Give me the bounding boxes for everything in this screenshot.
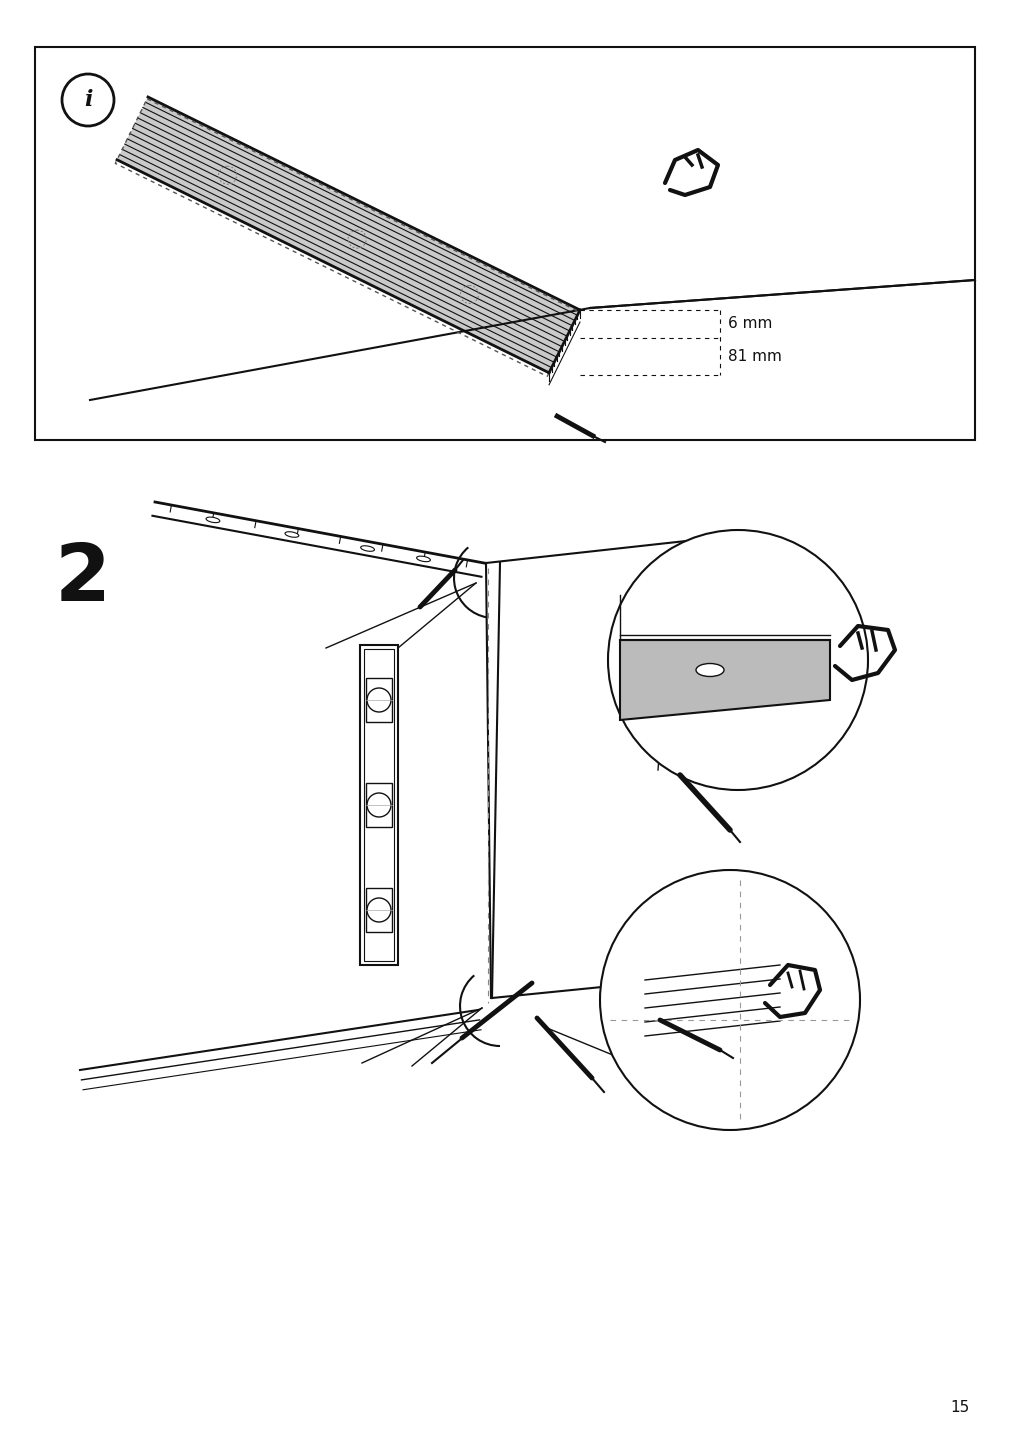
- Ellipse shape: [696, 663, 723, 676]
- Ellipse shape: [206, 517, 219, 523]
- Bar: [366, 677, 391, 722]
- Circle shape: [367, 898, 390, 922]
- Bar: [360, 644, 397, 965]
- Ellipse shape: [360, 546, 374, 551]
- Text: 6 mm: 6 mm: [727, 316, 771, 331]
- Circle shape: [367, 687, 390, 712]
- Ellipse shape: [417, 556, 430, 561]
- Bar: [366, 888, 391, 932]
- Circle shape: [600, 871, 859, 1130]
- Text: 81 mm: 81 mm: [727, 349, 782, 364]
- Text: 15: 15: [949, 1400, 969, 1415]
- Circle shape: [62, 74, 114, 126]
- Ellipse shape: [285, 531, 298, 537]
- Bar: [366, 783, 391, 828]
- Polygon shape: [620, 640, 829, 720]
- Circle shape: [367, 793, 390, 818]
- Polygon shape: [117, 97, 579, 372]
- Bar: [35, 47, 974, 440]
- Bar: [364, 649, 393, 961]
- Text: 2: 2: [55, 540, 111, 619]
- Circle shape: [608, 530, 867, 790]
- Text: i: i: [84, 89, 92, 112]
